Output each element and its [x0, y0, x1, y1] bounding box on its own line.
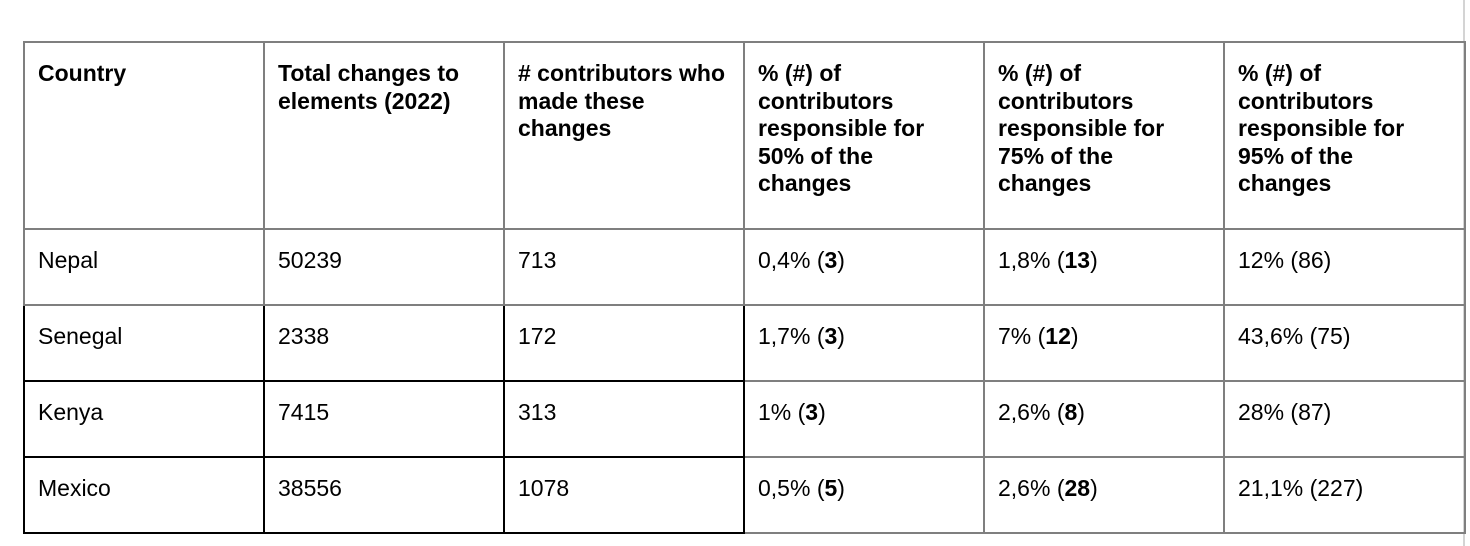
- cell-country: Senegal: [23, 304, 265, 382]
- cell-p75: 7% (12): [983, 304, 1225, 382]
- header-p50: % (#) of contributors responsible for 50…: [743, 41, 985, 230]
- cell-p50: 0,5% (5): [743, 456, 985, 534]
- header-p95: % (#) of contributors responsible for 95…: [1223, 41, 1466, 230]
- cell-p95: 21,1% (227): [1223, 456, 1466, 534]
- cell-p95: 43,6% (75): [1223, 304, 1466, 382]
- cell-p75-close: ): [1070, 323, 1079, 349]
- cell-p75-num: 8: [1064, 399, 1078, 425]
- cell-p50-num: 3: [805, 399, 819, 425]
- cell-country: Nepal: [23, 228, 265, 306]
- cell-total-changes: 38556: [263, 456, 505, 534]
- cell-p50-num: 3: [824, 323, 838, 349]
- cell-p95: 12% (86): [1223, 228, 1466, 306]
- cell-country: Kenya: [23, 380, 265, 458]
- cell-p95: 28% (87): [1223, 380, 1466, 458]
- cell-p75-pct: 2,6% (: [998, 399, 1065, 425]
- table-header-row: Country Total changes to elements (2022)…: [23, 41, 1466, 230]
- cell-p50-pct: 0,4% (: [758, 247, 825, 273]
- cell-p75-num: 12: [1045, 323, 1071, 349]
- cell-p50: 0,4% (3): [743, 228, 985, 306]
- cell-p50-num: 3: [824, 247, 838, 273]
- cell-p50-close: ): [837, 247, 845, 273]
- cell-contributors: 172: [503, 304, 745, 382]
- cell-p50-close: ): [837, 323, 845, 349]
- cell-contributors: 313: [503, 380, 745, 458]
- table-row: Kenya 7415 313 1% (3) 2,6% (8) 28% (87): [23, 380, 1466, 458]
- cell-contributors: 713: [503, 228, 745, 306]
- cell-p75: 2,6% (8): [983, 380, 1225, 458]
- cell-country: Mexico: [23, 456, 265, 534]
- cell-p50-pct: 1,7% (: [758, 323, 825, 349]
- cell-p75-pct: 2,6% (: [998, 475, 1065, 501]
- header-total-changes: Total changes to elements (2022): [263, 41, 505, 230]
- cell-p75: 1,8% (13): [983, 228, 1225, 306]
- table-row: Senegal 2338 172 1,7% (3) 7% (12) 43,6% …: [23, 304, 1466, 382]
- table-row: Nepal 50239 713 0,4% (3) 1,8% (13) 12% (…: [23, 228, 1466, 306]
- cell-p50: 1,7% (3): [743, 304, 985, 382]
- cell-p50-close: ): [818, 399, 826, 425]
- header-contributors: # contributors who made these changes: [503, 41, 745, 230]
- cell-total-changes: 50239: [263, 228, 505, 306]
- cell-p75-close: ): [1077, 399, 1085, 425]
- cell-p75-close: ): [1090, 247, 1098, 273]
- header-p75: % (#) of contributors responsible for 75…: [983, 41, 1225, 230]
- cell-p75: 2,6% (28): [983, 456, 1225, 534]
- cell-total-changes: 7415: [263, 380, 505, 458]
- cell-p50-pct: 0,5% (: [758, 475, 825, 501]
- table-row: Mexico 38556 1078 0,5% (5) 2,6% (28) 21,…: [23, 456, 1466, 534]
- contributors-table: Country Total changes to elements (2022)…: [23, 41, 1466, 534]
- cell-p50-close: ): [837, 475, 845, 501]
- header-country: Country: [23, 41, 265, 230]
- cell-p50-pct: 1% (: [758, 399, 806, 425]
- cell-p75-pct: 1,8% (: [998, 247, 1065, 273]
- cell-p75-close: ): [1090, 475, 1098, 501]
- cell-p75-num: 13: [1064, 247, 1091, 273]
- cell-total-changes: 2338: [263, 304, 505, 382]
- cell-p50: 1% (3): [743, 380, 985, 458]
- cell-p75-num: 28: [1064, 475, 1091, 501]
- cell-p75-pct: 7% (: [998, 323, 1046, 349]
- cell-contributors: 1078: [503, 456, 745, 534]
- cell-p50-num: 5: [824, 475, 838, 501]
